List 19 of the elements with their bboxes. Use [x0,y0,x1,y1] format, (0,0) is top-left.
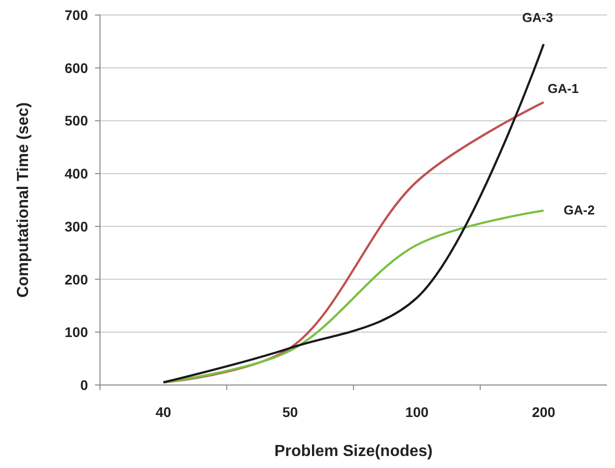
line-series [162,42,545,384]
y-axis-title: Computational Time (sec) [15,102,32,298]
y-tick-label: 200 [64,271,88,288]
y-tick-label: 400 [64,166,88,182]
series-label: GA-3 [522,10,554,26]
y-tick-label: 600 [64,60,88,76]
line-series [162,209,545,384]
x-axis-title: Problem Size(nodes) [274,443,433,460]
y-tick-label: 500 [64,112,88,129]
series-label: GA-1 [548,81,579,96]
y-tick-label: 300 [64,218,88,234]
y-tick-label: 100 [64,324,88,340]
x-tick-label: 100 [405,404,429,420]
series-label: GA-2 [564,202,595,218]
y-tick-label: 0 [80,377,88,393]
x-tick-label: 40 [156,404,172,420]
x-tick-label: 200 [532,404,556,420]
y-tick-label: 700 [64,7,88,23]
x-tick-label: 50 [282,404,298,420]
